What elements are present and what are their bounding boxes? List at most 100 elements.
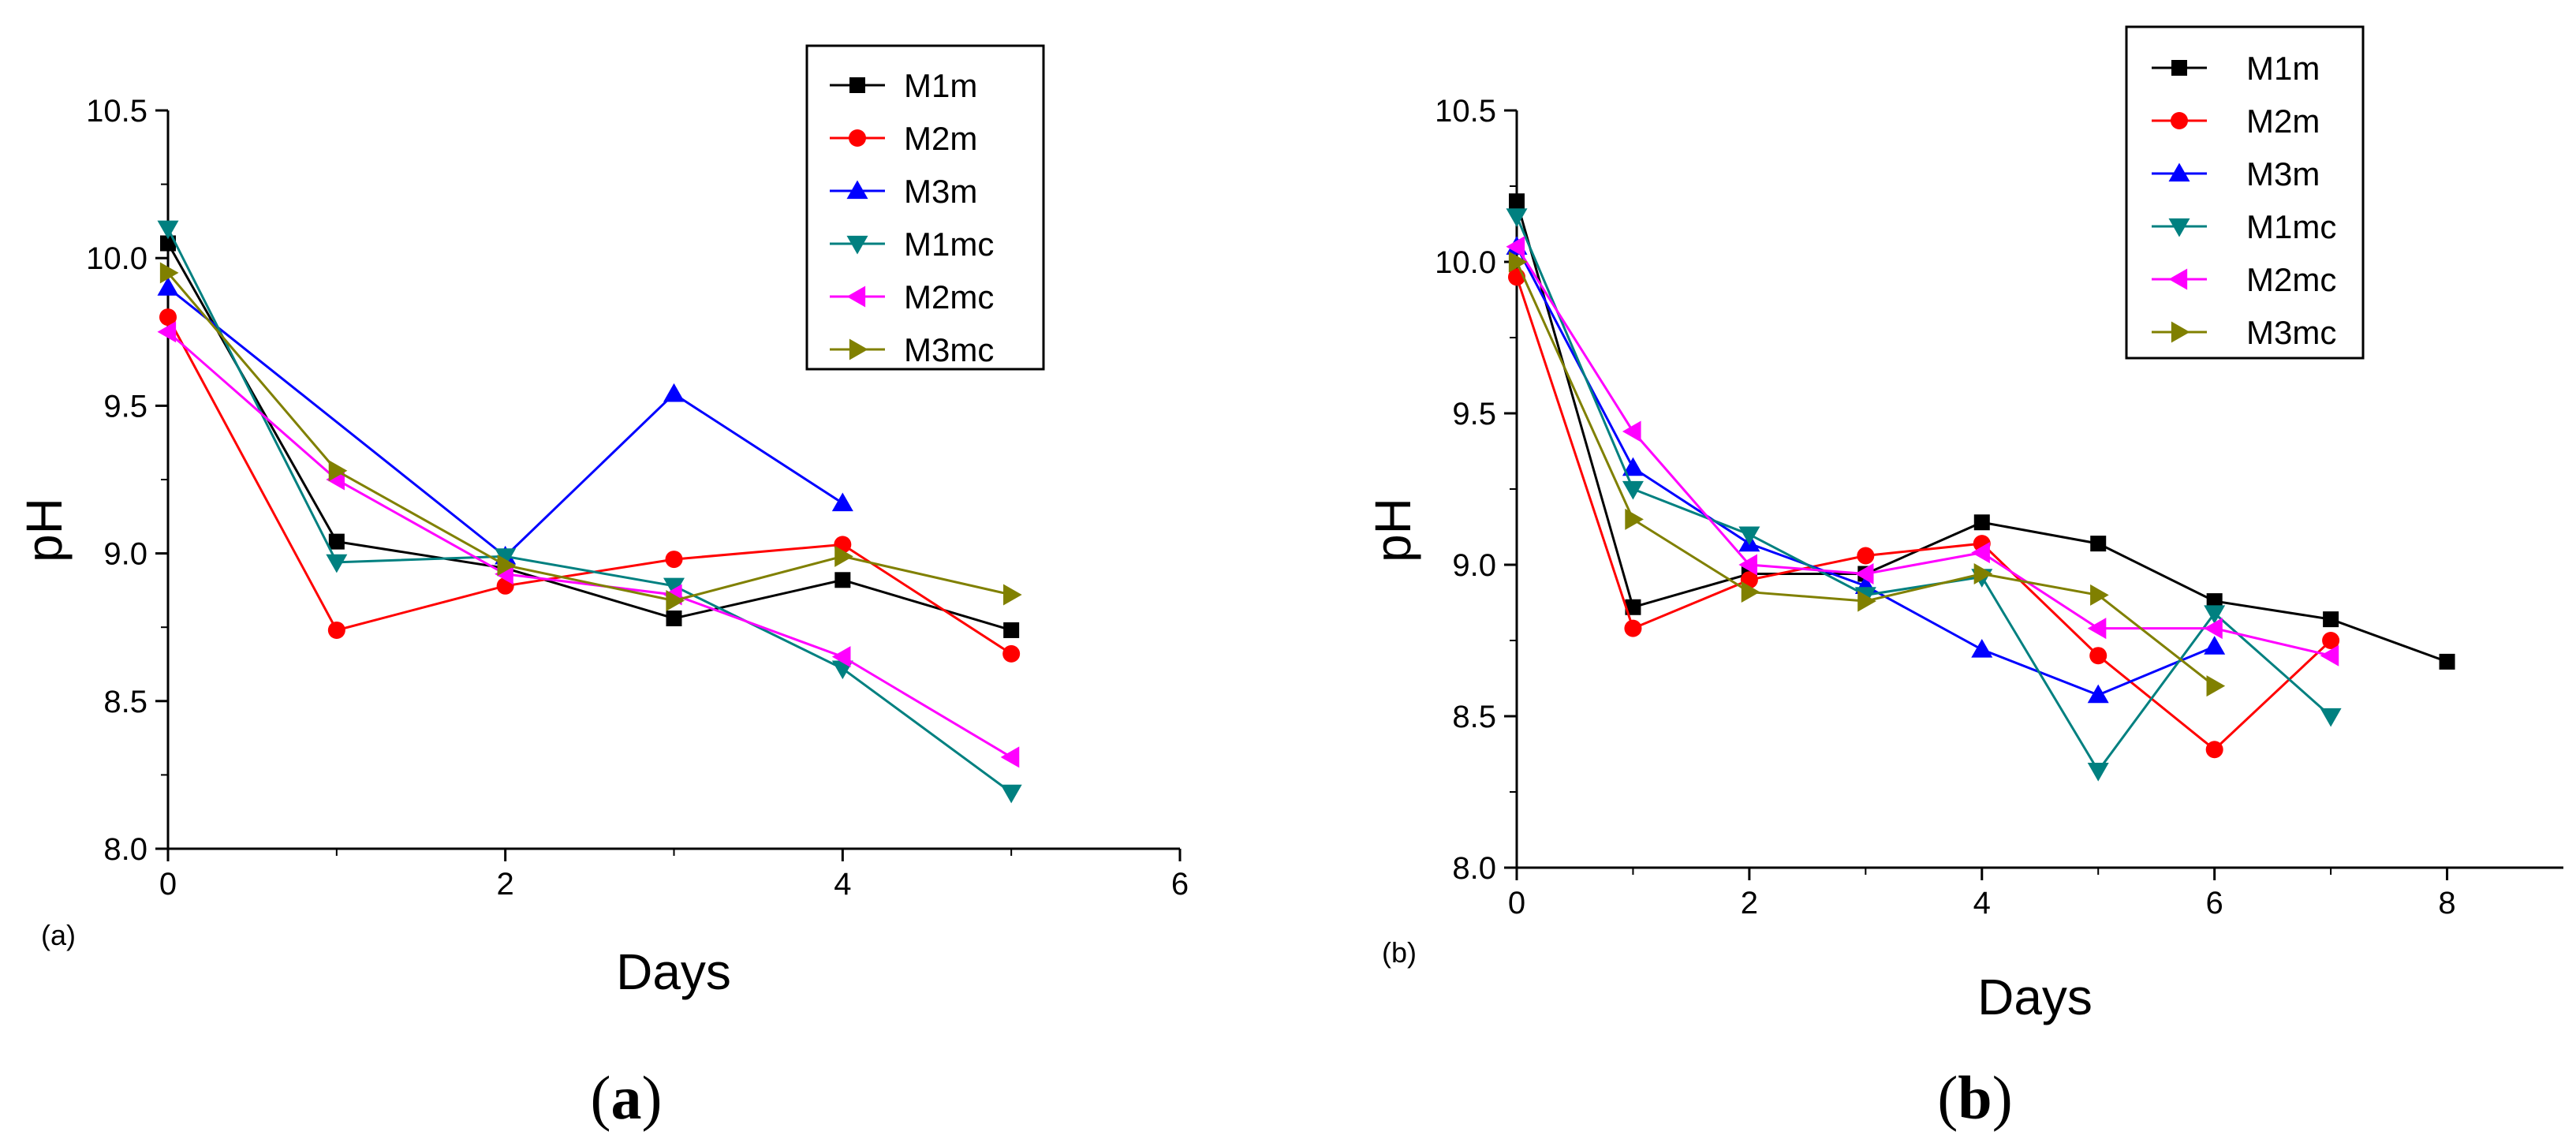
panel-b-caption-close: ) (1992, 1063, 2013, 1132)
panel-a-caption-close: ) (642, 1063, 663, 1132)
panel-b-point-m3mc (1741, 581, 1760, 603)
panel-a-point-m1mc (1000, 784, 1022, 804)
panel-a-y-axis-title: pH (16, 498, 73, 562)
panel-b-point-m2mc (1738, 554, 1758, 576)
panel-a-point-m3m (831, 492, 853, 512)
panel-a-point-m1mc (495, 548, 517, 567)
panel-a-point-m1m (666, 610, 682, 626)
panel-b-letter: (b) (1382, 936, 1417, 969)
panel-a-legend-box (805, 44, 1045, 371)
panel-a-x-tick-label: 2 (497, 867, 514, 902)
panel-a-point-m1mc (157, 220, 179, 240)
panel-b-legend-marker-m1m (2171, 60, 2187, 76)
panel-a-legend-label-m1mc: M1mc (904, 226, 994, 263)
panel-a-series (157, 220, 1022, 804)
panel-b-point-m2m (2089, 647, 2107, 665)
panel-a-point-m3mc (1003, 584, 1022, 606)
panel-a-point-m3mc (666, 590, 685, 612)
panel-b-point-m1m (1973, 514, 1990, 531)
panel-a-point-m3mc (834, 545, 853, 567)
panel-b-legend: M1m M2m M3m M1mc M2mc M3mc (2152, 50, 2336, 351)
panel-b-point-m3mc (1857, 590, 1876, 612)
panel-b-point-m2mc (2204, 618, 2223, 640)
panel-a-point-m2m (1002, 644, 1021, 663)
panel-b-point-m2mc (2320, 644, 2339, 667)
panel-b-point-m3mc (1508, 251, 1528, 273)
panel-b-y-tick-label: 9.5 (1452, 397, 1496, 431)
panel-a-point-m1m (328, 533, 345, 550)
panel-b-series-line-m2m (1515, 276, 2332, 752)
panel-a-legend-marker-m3m (846, 180, 868, 200)
panel-b: 0 2 4 6 8 8.0 8.5 9.0 9.5 10.0 10.5 Days pH (b) M1… (1365, 25, 2563, 1132)
panel-a-legend-label-m2m: M2m (904, 120, 977, 157)
panel-b-point-m2mc (1971, 542, 1990, 564)
panel-b-point-m3mc (1625, 508, 1644, 530)
panel-b-x-tick-label: 6 (2206, 886, 2223, 921)
panel-a-caption-letter: a (611, 1063, 642, 1132)
panel-a-legend: M1m M2m M3m M1mc M2mc M3mc (830, 67, 994, 368)
panel-a-series-line-m3m (167, 286, 844, 558)
panel-a-y-tick-label: 8.0 (103, 832, 147, 867)
panel-a-legend-marker-m1mc (846, 235, 868, 255)
panel-a-legend-marker-m3mc (849, 338, 868, 360)
panel-b-series-line-m1mc (1515, 215, 2332, 773)
panel-a-y-tick-label: 10.5 (86, 94, 147, 129)
panel-a-legend-label-m2mc: M2mc (904, 278, 994, 316)
panel-b-point-m1m (1625, 599, 1641, 615)
panel-b-legend-marker-m2m (2171, 112, 2188, 129)
panel-a: 0 2 4 6 8.0 8.5 9.0 9.5 10.0 10.5 Days pH (a) M1m… (16, 44, 1189, 1132)
panel-b-y-tick-label: 10.5 (1435, 94, 1496, 129)
panel-b-point-m2m (1624, 619, 1642, 637)
panel-b-ticks: 0 2 4 6 8 8.0 8.5 9.0 9.5 10.0 10.5 (1435, 94, 2456, 921)
panel-a-legend-label-m3mc: M3mc (904, 331, 994, 368)
panel-a-series-line-m1mc (166, 228, 1013, 794)
panel-a-point-m3mc (159, 262, 179, 284)
panel-b-point-m3m (2204, 636, 2226, 655)
panel-a-legend-label-m1m: M1m (904, 67, 977, 104)
panel-b-legend-label-m2m: M2m (2246, 103, 2320, 140)
panel-a-point-m2mc (157, 321, 177, 343)
panel-a-point-m1m (834, 572, 851, 588)
panel-a-letter: (a) (41, 919, 76, 951)
panel-a-point-m1mc (663, 577, 685, 597)
panel-b-legend-marker-m1mc (2168, 218, 2190, 237)
panel-b-point-m3mc (2206, 675, 2226, 697)
panel-b-point-m2mc (2087, 618, 2107, 640)
panel-b-x-tick-label: 8 (2438, 886, 2455, 921)
panel-b-point-m3m (1622, 457, 1644, 476)
panel-a-series-line-m3mc (166, 271, 1012, 603)
panel-b-point-m3m (1971, 639, 1993, 658)
panel-a-point-m2mc (831, 646, 851, 668)
panel-b-caption: (b) (1937, 1063, 2012, 1132)
panel-b-point-m1mc (1738, 526, 1760, 546)
panel-b-point-m1m (1509, 193, 1525, 210)
panel-b-y-tick-label: 10.0 (1435, 245, 1496, 280)
panel-b-point-m3mc (2090, 584, 2109, 606)
panel-b-legend-marker-m2mc (2168, 268, 2188, 290)
panel-b-point-m1m (2439, 653, 2455, 670)
panel-b-legend-label-m3m: M3m (2246, 155, 2320, 192)
panel-b-point-m1m (2323, 611, 2339, 628)
panel-a-ticks: 0 2 4 6 8.0 8.5 9.0 9.5 10.0 10.5 (86, 94, 1189, 902)
panel-b-y-tick-label: 8.5 (1452, 700, 1496, 734)
panel-b-legend-box (2125, 25, 2365, 360)
panel-a-point-m3m (663, 383, 685, 402)
panel-b-series-line-m2mc (1515, 246, 2331, 657)
panel-b-x-axis-title: Days (1977, 969, 2093, 1025)
panel-b-point-m1mc (1622, 480, 1644, 500)
panel-b-point-m1mc (2320, 708, 2342, 727)
panel-a-point-m3mc (497, 555, 517, 577)
panel-a-series-line-m1m (166, 242, 1012, 632)
panel-b-point-m1mc (2204, 605, 2226, 624)
panel-a-point-m2m (665, 551, 683, 569)
panel-a-point-m1m (1003, 622, 1020, 638)
panel-b-x-tick-label: 0 (1508, 886, 1525, 921)
panel-a-x-axis-title: Days (616, 943, 731, 1000)
panel-a-y-tick-label: 9.0 (103, 537, 147, 572)
panel-b-y-tick-label: 9.0 (1452, 548, 1496, 583)
panel-b-point-m3mc (1973, 563, 1993, 585)
panel-a-legend-marker-m2mc (846, 286, 866, 308)
panel-b-point-m1mc (2087, 762, 2109, 782)
panel-a-point-m2m (159, 308, 177, 327)
